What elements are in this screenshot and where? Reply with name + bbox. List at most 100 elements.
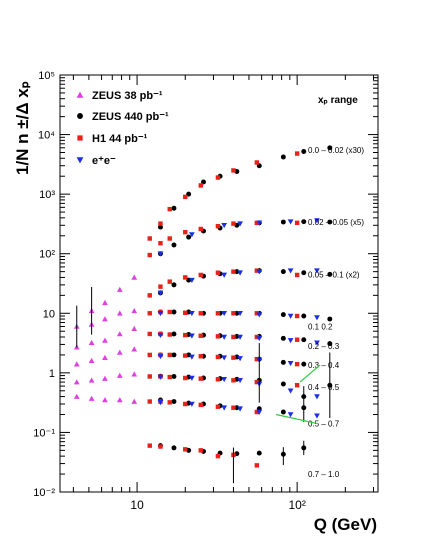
data-point xyxy=(167,279,172,284)
data-point xyxy=(198,402,203,408)
data-point xyxy=(183,375,188,381)
data-point xyxy=(254,356,260,362)
data-point xyxy=(102,354,108,360)
data-point xyxy=(215,404,221,409)
data-point xyxy=(189,354,195,360)
series-triangle-up xyxy=(73,274,138,404)
data-point xyxy=(189,310,195,317)
data-point xyxy=(158,241,163,246)
axis-tick-labels: 10⁻² 10⁻¹ 1 10 10² 10³ 10⁴ 10⁵ 10 10² xyxy=(33,70,306,512)
data-point xyxy=(171,352,177,358)
data-point xyxy=(102,316,108,322)
x-axis-label: Q (GeV) xyxy=(314,515,377,534)
data-point xyxy=(327,316,333,322)
data-point xyxy=(256,312,263,318)
data-point xyxy=(189,333,195,339)
y-tick-label: 10² xyxy=(39,249,55,261)
data-point xyxy=(189,232,195,238)
legend: ZEUS 38 pb⁻¹ ZEUS 440 pb⁻¹ H1 44 pb⁻¹ e⁺e⁻ xyxy=(76,90,169,167)
data-point xyxy=(116,331,123,337)
data-point xyxy=(116,397,123,403)
data-point xyxy=(215,175,221,180)
data-point xyxy=(287,268,294,274)
plot-frame xyxy=(59,74,379,493)
data-point xyxy=(131,325,138,332)
data-point xyxy=(256,220,263,226)
data-point xyxy=(198,272,203,278)
data-point xyxy=(221,334,228,340)
data-point xyxy=(237,378,243,384)
range-label: 0.2 – 0.3 xyxy=(308,342,340,351)
data-point xyxy=(183,353,188,358)
data-point xyxy=(215,453,221,459)
y-tick-label: 10⁴ xyxy=(38,130,55,142)
data-point xyxy=(73,361,80,367)
data-point xyxy=(231,334,236,340)
data-point xyxy=(171,399,177,405)
data-point xyxy=(221,355,228,361)
data-point xyxy=(183,401,188,407)
data-point xyxy=(221,405,228,411)
data-point xyxy=(183,275,188,280)
data-point xyxy=(183,332,188,338)
data-point xyxy=(215,223,221,229)
data-point xyxy=(287,388,294,394)
data-point xyxy=(327,341,333,347)
data-point xyxy=(231,355,236,360)
data-point xyxy=(189,375,195,381)
data-point xyxy=(221,376,228,383)
legend-label: e⁺e⁻ xyxy=(92,155,116,167)
data-point xyxy=(102,375,108,381)
data-point xyxy=(131,274,138,280)
data-point xyxy=(231,405,236,410)
data-point xyxy=(198,354,203,359)
data-point xyxy=(147,443,152,448)
data-point xyxy=(294,383,300,388)
data-point xyxy=(301,270,307,276)
y-tick-label: 10⁻² xyxy=(33,487,55,499)
data-point xyxy=(167,400,172,405)
data-point xyxy=(294,337,300,342)
data-point xyxy=(280,359,286,365)
legend-label: ZEUS 440 pb⁻¹ xyxy=(92,111,169,123)
data-point xyxy=(237,356,243,362)
data-point xyxy=(157,251,164,257)
data-point xyxy=(171,331,177,337)
data-point xyxy=(198,183,203,188)
data-point xyxy=(231,378,236,383)
data-point xyxy=(157,353,164,360)
range-label: 0.3 – 0.4 xyxy=(308,361,340,370)
range-label: 0.0 – 0.02 (x30) xyxy=(308,146,364,155)
data-point xyxy=(157,310,164,317)
xp-range-header: xₚ range xyxy=(318,95,358,106)
data-point xyxy=(294,220,300,226)
data-point xyxy=(287,219,294,225)
data-point xyxy=(280,154,286,160)
data-point xyxy=(314,340,320,346)
data-point xyxy=(147,252,152,258)
legend-marker xyxy=(77,135,83,141)
data-point xyxy=(147,236,152,241)
x-tick-label: 10 xyxy=(130,498,144,512)
data-point xyxy=(215,377,221,382)
data-point xyxy=(198,226,203,232)
range-label: 0.1 0.2 xyxy=(308,323,333,332)
data-point xyxy=(287,338,294,344)
data-point xyxy=(215,311,221,316)
data-point xyxy=(327,271,333,277)
data-point xyxy=(237,310,243,317)
data-point xyxy=(280,219,286,225)
data-point xyxy=(231,311,236,316)
series-triangle-down xyxy=(157,218,320,419)
data-point xyxy=(183,447,188,452)
data-point xyxy=(147,399,152,404)
legend-marker xyxy=(77,113,83,119)
data-point xyxy=(167,236,172,241)
data-point xyxy=(215,354,221,360)
data-point xyxy=(102,397,108,403)
data-point xyxy=(167,374,172,380)
plot-frame-box xyxy=(59,74,379,493)
data-point xyxy=(254,311,260,316)
data-point xyxy=(88,377,95,383)
